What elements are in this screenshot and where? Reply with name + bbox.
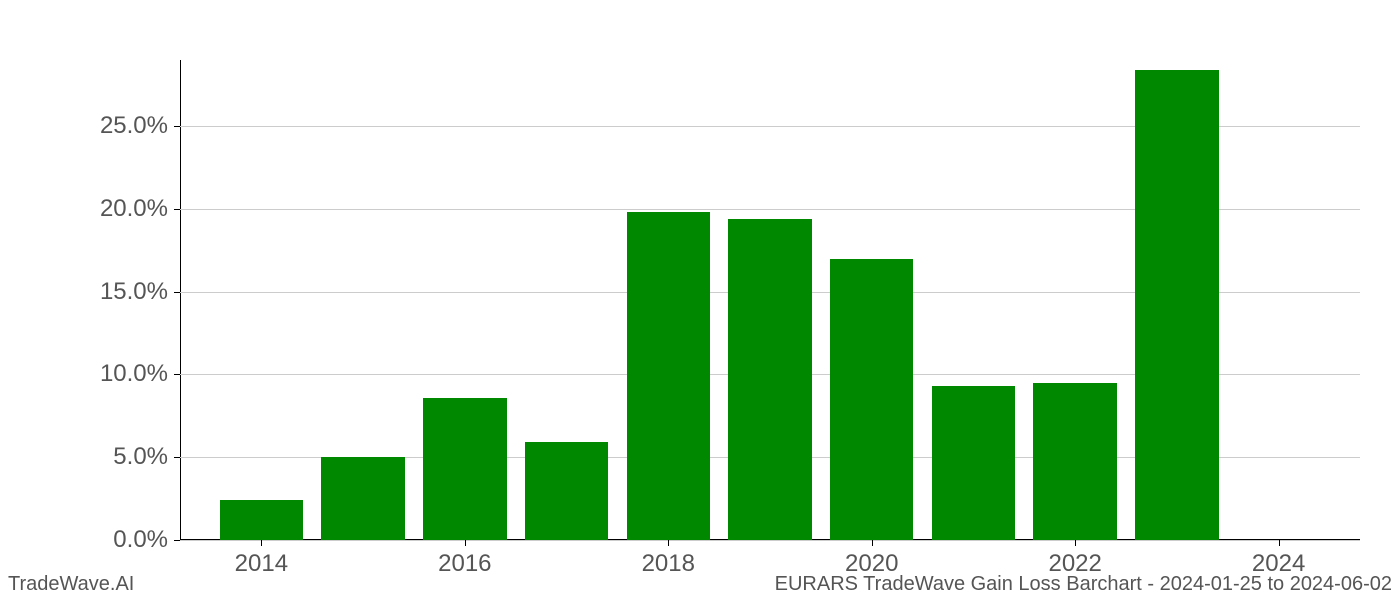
bar bbox=[321, 457, 404, 540]
bar bbox=[728, 219, 811, 540]
chart-plot-area: 0.0%5.0%10.0%15.0%20.0%25.0%201420162018… bbox=[180, 60, 1360, 540]
x-tick-label: 2016 bbox=[438, 550, 491, 578]
y-tick-mark bbox=[174, 126, 180, 127]
footer-right-text: EURARS TradeWave Gain Loss Barchart - 20… bbox=[775, 573, 1392, 596]
bar bbox=[932, 386, 1015, 540]
y-tick-mark bbox=[174, 457, 180, 458]
y-tick-mark bbox=[174, 292, 180, 293]
x-tick-mark bbox=[1279, 540, 1280, 546]
y-tick-label: 5.0% bbox=[113, 443, 168, 471]
x-tick-mark bbox=[261, 540, 262, 546]
x-tick-label: 2014 bbox=[235, 550, 288, 578]
bar bbox=[1033, 383, 1116, 540]
y-tick-mark bbox=[174, 374, 180, 375]
y-tick-label: 25.0% bbox=[100, 112, 168, 140]
bar bbox=[627, 212, 710, 540]
bar bbox=[830, 259, 913, 540]
y-tick-mark bbox=[174, 540, 180, 541]
x-tick-mark bbox=[1075, 540, 1076, 546]
bar bbox=[525, 442, 608, 540]
x-tick-mark bbox=[668, 540, 669, 546]
grid-line bbox=[180, 540, 1360, 541]
x-tick-mark bbox=[872, 540, 873, 546]
y-tick-label: 20.0% bbox=[100, 195, 168, 223]
y-tick-label: 15.0% bbox=[100, 278, 168, 306]
x-tick-mark bbox=[465, 540, 466, 546]
footer-left-text: TradeWave.AI bbox=[8, 573, 134, 596]
y-tick-label: 10.0% bbox=[100, 360, 168, 388]
x-tick-label: 2018 bbox=[642, 550, 695, 578]
bar bbox=[423, 398, 506, 540]
y-tick-label: 0.0% bbox=[113, 526, 168, 554]
plot-region: 0.0%5.0%10.0%15.0%20.0%25.0%201420162018… bbox=[180, 60, 1360, 540]
bar bbox=[1135, 70, 1218, 540]
bar bbox=[220, 500, 303, 540]
y-axis-line bbox=[180, 60, 181, 540]
y-tick-mark bbox=[174, 209, 180, 210]
